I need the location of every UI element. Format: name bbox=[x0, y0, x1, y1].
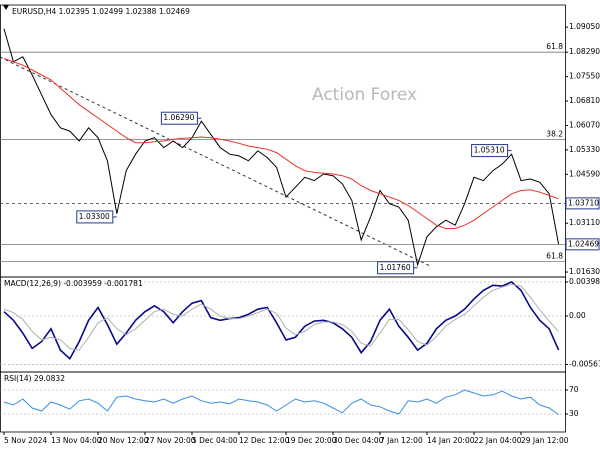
level-label: 61.8 bbox=[546, 251, 563, 260]
y-tick-label: 1.08290 bbox=[569, 47, 600, 56]
series-line bbox=[3, 28, 560, 267]
watermark: Action Forex bbox=[312, 85, 417, 105]
x-tick-label: 20 Nov 12:00 bbox=[98, 436, 149, 445]
y-tick-label: 1.09050 bbox=[569, 22, 600, 31]
x-tick-label: 27 Nov 20:00 bbox=[145, 436, 196, 445]
series-line bbox=[3, 283, 559, 351]
y-tick-label: 1.03110 bbox=[569, 218, 600, 227]
annotation-box bbox=[76, 210, 114, 224]
y-tick-label: 70 bbox=[569, 385, 579, 394]
y-tick-label: 0.003984 bbox=[569, 277, 600, 286]
y-tick-label: 1.05330 bbox=[569, 145, 600, 154]
x-tick-label: 22 Jan 04:00 bbox=[474, 436, 522, 445]
x-tick-label: 12 Dec 12:00 bbox=[239, 436, 290, 445]
price-label: 1.03710 bbox=[568, 198, 599, 207]
level-label: 61.8 bbox=[546, 42, 563, 51]
annotation-label: 1.03300 bbox=[79, 212, 110, 221]
y-tick-label: 1.06810 bbox=[569, 96, 600, 105]
price-label-box bbox=[565, 238, 600, 251]
series-line bbox=[3, 389, 559, 416]
x-tick-label: 5 Dec 04:00 bbox=[192, 436, 238, 445]
y-tick-label: 30 bbox=[569, 409, 579, 418]
annotation-label: 1.01760 bbox=[380, 263, 411, 272]
panel-title: EURUSD,H4 1.02395 1.02499 1.02388 1.0246… bbox=[12, 7, 190, 16]
panel-title: MACD(12,26,9) -0.003959 -0.001781 bbox=[4, 279, 143, 288]
annotation-box bbox=[160, 111, 198, 125]
panel-frame bbox=[0, 371, 566, 433]
y-tick-label: 0.00 bbox=[569, 311, 586, 320]
series-line bbox=[3, 58, 559, 229]
x-tick-label: 30 Dec 04:00 bbox=[333, 436, 384, 445]
x-tick-label: 5 Nov 2024 bbox=[4, 436, 47, 445]
x-tick-label: 13 Nov 04:00 bbox=[51, 436, 102, 445]
y-tick-label: -0.00567 bbox=[569, 359, 600, 368]
series-line bbox=[3, 280, 560, 360]
x-tick-label: 14 Jan 20:00 bbox=[427, 436, 475, 445]
annotation-box bbox=[377, 261, 415, 275]
trend-line bbox=[0, 56, 431, 267]
y-tick-label: 1.07550 bbox=[569, 72, 600, 81]
annotation-label: 1.06290 bbox=[163, 113, 194, 122]
level-label: 38.2 bbox=[546, 129, 563, 138]
y-tick-label: 1.06070 bbox=[569, 120, 600, 129]
panel-icon bbox=[3, 5, 9, 10]
x-tick-label: 7 Jan 12:00 bbox=[380, 436, 423, 445]
price-label-box bbox=[565, 197, 600, 210]
price-label: 1.02469 bbox=[568, 239, 599, 248]
y-tick-label: 1.04590 bbox=[569, 169, 600, 178]
panel-title: RSI(14) 29.0832 bbox=[4, 374, 65, 383]
annotation-box bbox=[471, 144, 509, 158]
annotation-label: 1.05310 bbox=[474, 146, 505, 155]
x-tick-label: 19 Dec 20:00 bbox=[286, 436, 337, 445]
y-tick-label: 1.01630 bbox=[569, 267, 600, 276]
x-tick-label: 29 Jan 12:00 bbox=[521, 436, 569, 445]
